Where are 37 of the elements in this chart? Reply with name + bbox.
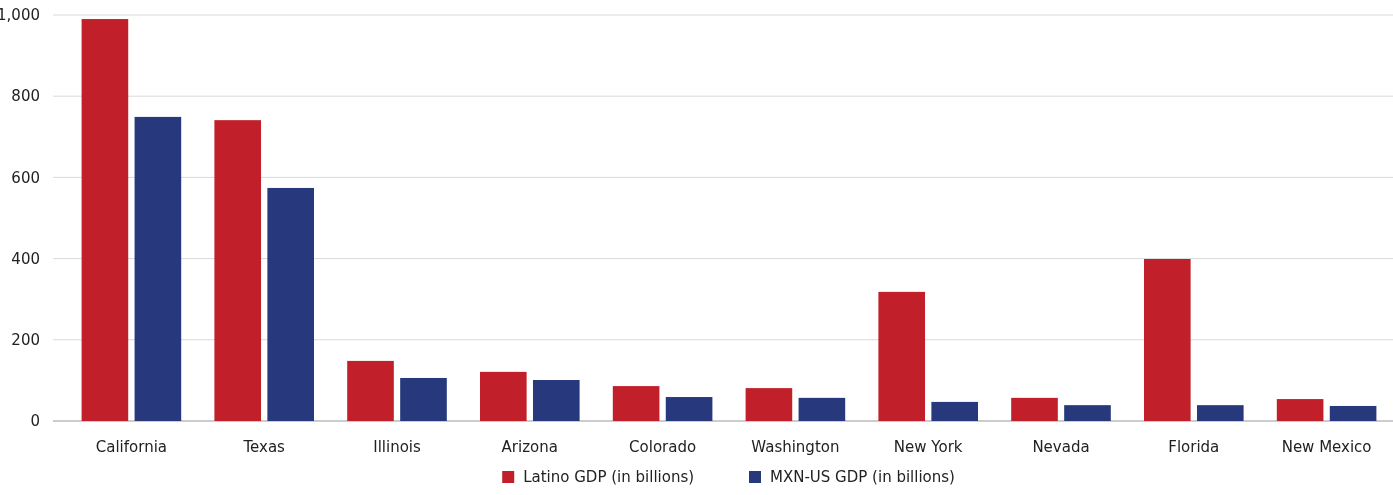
bar <box>1011 397 1058 421</box>
x-tick-label: California <box>95 438 168 456</box>
y-tick-label: 600 <box>11 168 40 187</box>
bar <box>1329 405 1377 421</box>
bar <box>347 360 394 421</box>
bar <box>480 371 527 421</box>
x-tick-label: New York <box>893 438 963 456</box>
x-tick-label: Texas <box>242 438 286 456</box>
bar <box>214 120 262 421</box>
x-tick-label: Illinois <box>373 438 421 456</box>
bar <box>878 291 926 421</box>
legend-label: MXN-US GDP (in billions) <box>770 468 955 486</box>
bar <box>134 116 182 421</box>
bar <box>1276 399 1324 421</box>
y-tick-label: 800 <box>11 87 40 106</box>
bar <box>1144 259 1191 421</box>
bar <box>532 379 580 421</box>
x-tick-label: Colorado <box>629 438 697 456</box>
bar <box>798 397 846 421</box>
bar <box>1196 405 1244 421</box>
y-tick-label: 400 <box>11 249 40 268</box>
x-tick-label: Washington <box>751 438 840 456</box>
y-tick-label: 200 <box>11 331 40 350</box>
x-tick-label: Florida <box>1168 438 1220 456</box>
bar <box>1064 405 1111 421</box>
bar <box>612 386 660 421</box>
bar <box>745 388 793 421</box>
y-tick-label: 0 <box>30 412 40 431</box>
x-tick-label: Nevada <box>1032 438 1090 456</box>
bar <box>267 187 314 421</box>
bar <box>81 19 129 421</box>
x-tick-label: Arizona <box>501 438 558 456</box>
bar <box>665 397 713 421</box>
bar <box>400 377 447 421</box>
bar <box>931 401 978 421</box>
x-tick-label: New Mexico <box>1281 438 1372 456</box>
legend-label: Latino GDP (in billions) <box>523 468 695 486</box>
